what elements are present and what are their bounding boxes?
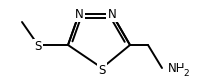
Text: N: N xyxy=(75,7,83,20)
Text: S: S xyxy=(98,63,106,77)
Text: N: N xyxy=(108,7,116,20)
Text: NH: NH xyxy=(168,62,185,75)
Text: S: S xyxy=(34,41,42,53)
Text: 2: 2 xyxy=(183,68,189,77)
